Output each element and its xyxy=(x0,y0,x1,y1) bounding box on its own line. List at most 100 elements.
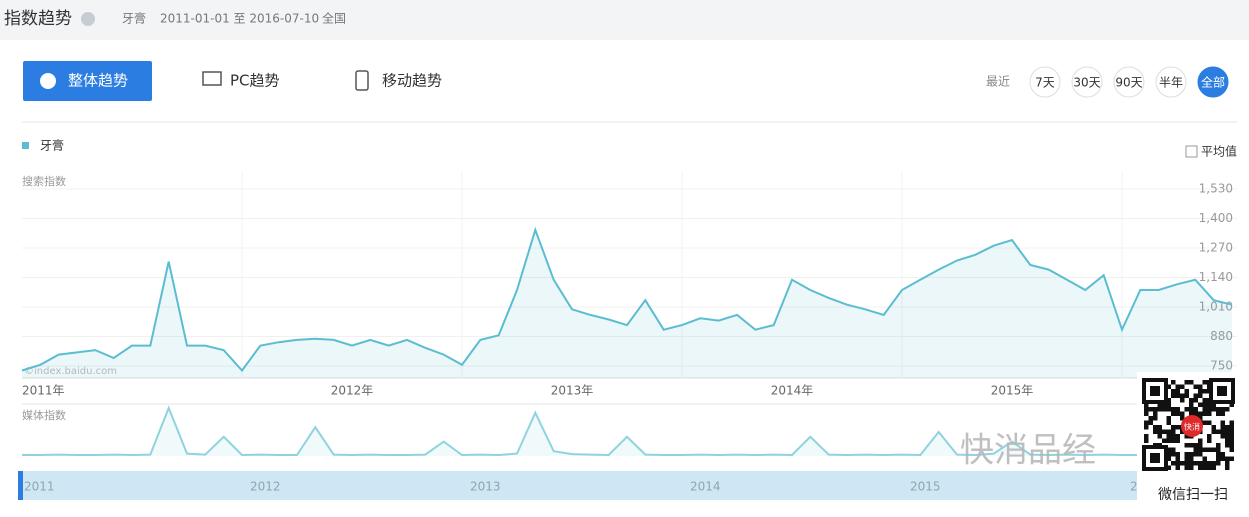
checkbox[interactable] xyxy=(1185,145,1198,158)
qr-cell xyxy=(1171,447,1176,452)
qr-cell xyxy=(1198,402,1203,407)
qr-cell xyxy=(1202,380,1207,385)
tab-label[interactable]: PC趋势 xyxy=(230,72,280,90)
navigator-label: 2013 xyxy=(470,480,501,494)
qr-cell xyxy=(1216,452,1221,457)
qr-cell xyxy=(1166,434,1171,439)
qr-cell xyxy=(1229,420,1234,425)
qr-cell xyxy=(1171,434,1176,439)
qr-cell xyxy=(1198,411,1203,416)
qr-cell xyxy=(1180,411,1185,416)
qr-cell xyxy=(1144,407,1149,412)
qr-cell xyxy=(1175,393,1180,398)
range-button[interactable] xyxy=(1113,66,1145,98)
qr-cell xyxy=(1198,465,1203,470)
qr-cell xyxy=(1189,380,1194,385)
qr-cell xyxy=(1171,425,1176,430)
mobile-icon xyxy=(355,70,369,91)
qr-cell xyxy=(1225,443,1230,448)
qr-cell xyxy=(1211,425,1216,430)
qr-cell xyxy=(1153,411,1158,416)
average-label[interactable]: 平均值 xyxy=(1201,144,1237,159)
navigator-handle[interactable] xyxy=(18,471,23,500)
qr-cell xyxy=(1202,389,1207,394)
qr-cell xyxy=(1184,452,1189,457)
range-button[interactable] xyxy=(1029,66,1061,98)
qr-cell xyxy=(1171,380,1176,385)
range-button[interactable] xyxy=(1155,66,1187,98)
qr-cell xyxy=(1211,461,1216,466)
qr-cell xyxy=(1229,434,1234,439)
qr-cell xyxy=(1144,402,1149,407)
qr-cell xyxy=(1207,465,1212,470)
range-label: 最近 xyxy=(986,75,1010,89)
region: 全国 xyxy=(322,11,346,26)
navigator-label: 2015 xyxy=(910,480,941,494)
qr-cell xyxy=(1198,447,1203,452)
tab-overall[interactable] xyxy=(23,61,152,101)
tab-label[interactable]: 移动趋势 xyxy=(382,72,442,90)
qr-cell xyxy=(1225,456,1230,461)
qr-cell xyxy=(1216,429,1221,434)
qr-cell xyxy=(1198,393,1203,398)
qr-cell xyxy=(1175,452,1180,457)
qr-cell xyxy=(1171,452,1176,457)
navigator-label: 2011 xyxy=(24,480,55,494)
qr-cell xyxy=(1166,384,1171,389)
qr-cell xyxy=(1207,461,1212,466)
qr-cell xyxy=(1184,393,1189,398)
range-button[interactable] xyxy=(1071,66,1103,98)
qr-cell xyxy=(1229,429,1234,434)
range-button-label: 90天 xyxy=(1115,76,1142,90)
qr-cell xyxy=(1193,393,1198,398)
qr-cell xyxy=(1216,407,1221,412)
qr-cell xyxy=(1225,425,1230,430)
qr-cell xyxy=(1144,438,1149,443)
qr-cell xyxy=(1216,411,1221,416)
qr-cell xyxy=(1198,389,1203,394)
qr-cell xyxy=(1144,425,1149,430)
qr-cell xyxy=(1220,420,1225,425)
qr-cell xyxy=(1166,420,1171,425)
qr-cell xyxy=(1225,407,1230,412)
qr-cell xyxy=(1171,411,1176,416)
legend-label[interactable]: 牙膏 xyxy=(40,138,64,153)
qr-cell xyxy=(1148,416,1153,421)
qr-cell xyxy=(1166,429,1171,434)
qr-cell xyxy=(1202,420,1207,425)
chart-title: 搜索指数 xyxy=(22,174,66,188)
qr-cell xyxy=(1202,411,1207,416)
qr-cell xyxy=(1193,461,1198,466)
qr-cell xyxy=(1216,456,1221,461)
qr-cell xyxy=(1153,416,1158,421)
qr-cell xyxy=(1229,402,1234,407)
qr-cell xyxy=(1184,407,1189,412)
navigator-label: 2014 xyxy=(690,480,721,494)
x-tick-label: 2014年 xyxy=(771,384,814,398)
line xyxy=(22,405,1232,457)
brand-watermark: 快消品经 xyxy=(960,431,1096,471)
qr-cell xyxy=(1166,452,1171,457)
qr-finder xyxy=(1217,386,1227,396)
qr-cell xyxy=(1166,398,1171,403)
range-button-label: 全部 xyxy=(1201,75,1225,90)
qr-cell xyxy=(1171,429,1176,434)
qr-cell xyxy=(1166,407,1171,412)
qr-cell xyxy=(1193,398,1198,403)
qr-cell xyxy=(1207,438,1212,443)
qr-cell xyxy=(1184,389,1189,394)
qr-cell xyxy=(1184,434,1189,439)
help-icon[interactable] xyxy=(81,12,95,26)
y-tick-label: 1,140 xyxy=(1199,270,1233,284)
qr-cell xyxy=(1229,438,1234,443)
range-button-label: 半年 xyxy=(1159,76,1183,90)
x-tick-label: 2013年 xyxy=(551,384,594,398)
x-tick-label: 2011年 xyxy=(22,384,65,398)
header-bar xyxy=(0,0,1249,40)
y-tick-label: 880 xyxy=(1210,329,1233,343)
range-button[interactable] xyxy=(1197,66,1229,98)
qr-badge xyxy=(1181,415,1203,437)
navigator[interactable] xyxy=(18,471,1237,500)
qr-cell xyxy=(1162,402,1167,407)
